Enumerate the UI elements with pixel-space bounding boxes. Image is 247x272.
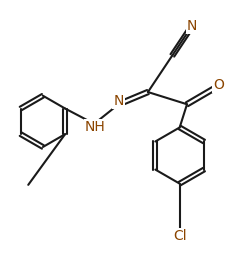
Text: N: N	[113, 94, 124, 108]
Text: NH: NH	[85, 120, 106, 134]
Text: N: N	[187, 19, 197, 33]
Text: Cl: Cl	[173, 229, 186, 243]
Text: O: O	[213, 78, 224, 92]
